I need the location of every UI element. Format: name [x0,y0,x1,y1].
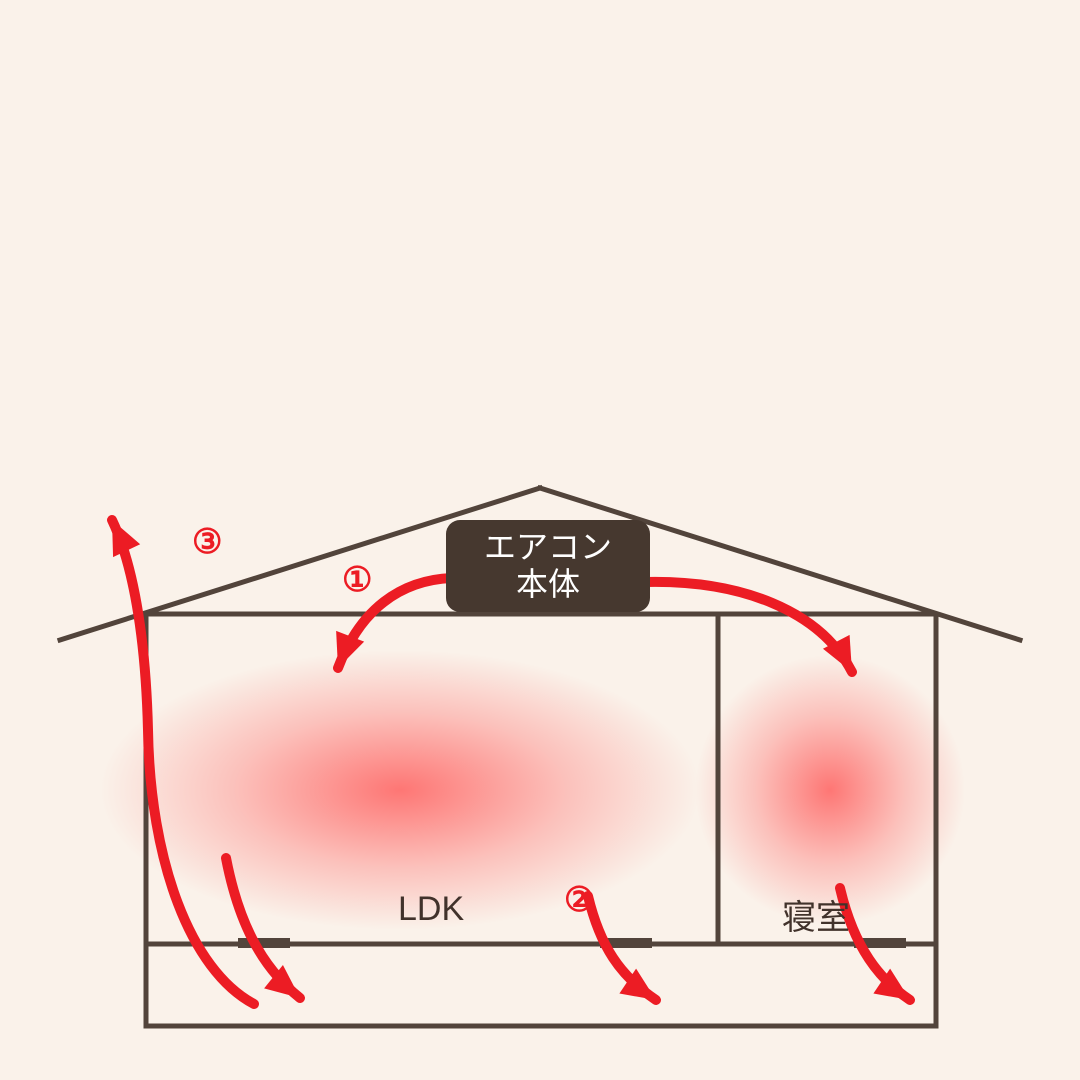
room-label-0: LDK [398,890,464,929]
step-badge-2: ① [342,560,372,600]
step-badge-1: ③ [192,522,222,562]
room-label-1: 寝室 [782,890,850,939]
aircon-unit-label: エアコン 本体 [446,520,650,612]
step-badge-3: ② [564,880,594,920]
house-diagram: エアコン 本体 LDK 寝室 ③ ① ② [0,460,1080,1080]
aircon-unit-text: エアコン 本体 [484,529,612,603]
